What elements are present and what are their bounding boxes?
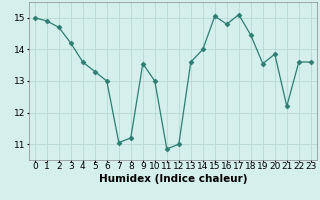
X-axis label: Humidex (Indice chaleur): Humidex (Indice chaleur) — [99, 174, 247, 184]
